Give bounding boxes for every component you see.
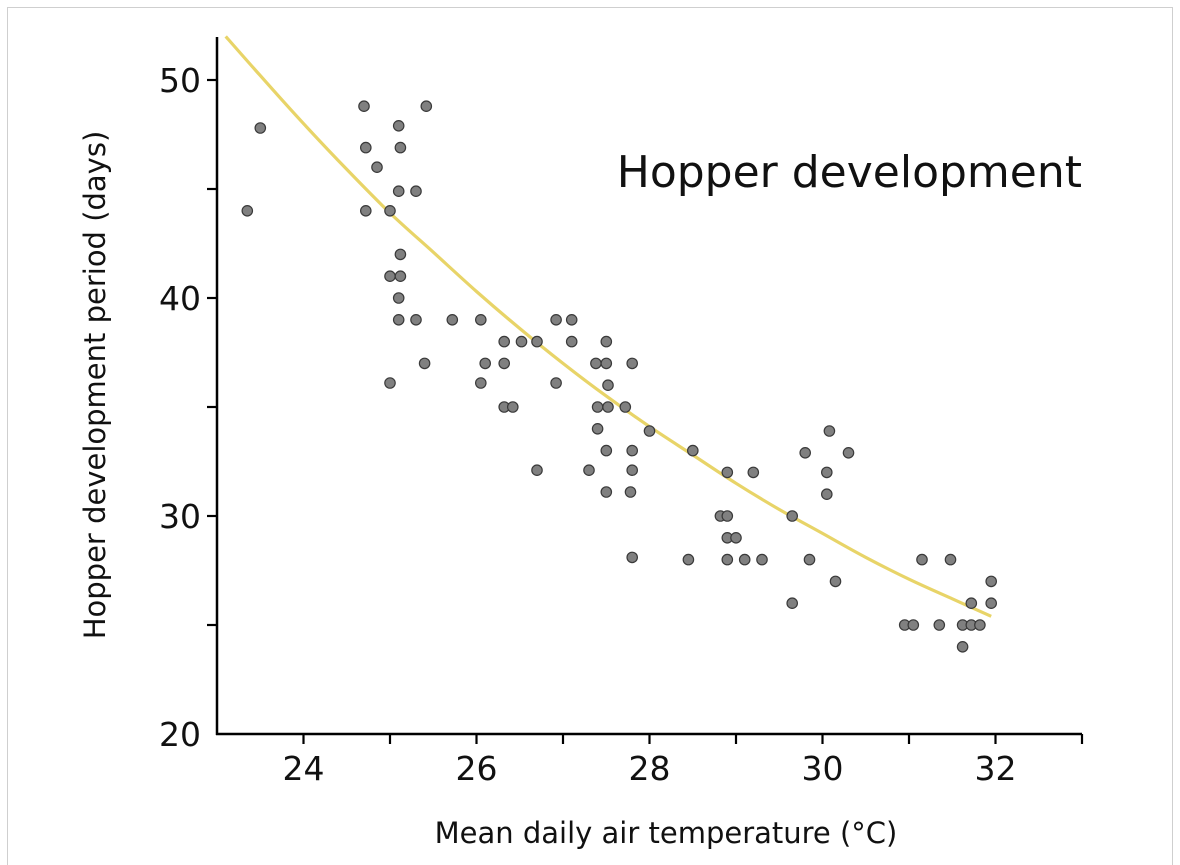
data-point bbox=[410, 313, 422, 326]
data-point bbox=[985, 597, 997, 609]
data-point bbox=[384, 205, 396, 217]
data-point bbox=[358, 100, 370, 112]
data-point bbox=[371, 161, 383, 173]
data-point bbox=[392, 185, 405, 197]
x-axis-title: Mean daily air temperature (°C) bbox=[435, 816, 898, 850]
data-point bbox=[786, 597, 798, 609]
data-point bbox=[974, 619, 986, 631]
data-point bbox=[550, 377, 562, 389]
data-point bbox=[590, 357, 602, 370]
data-point bbox=[600, 486, 613, 498]
y-tick-label: 40 bbox=[159, 279, 201, 318]
data-point bbox=[550, 313, 562, 326]
data-point bbox=[498, 335, 510, 348]
trend-line bbox=[224, 35, 992, 618]
data-point bbox=[515, 335, 528, 348]
data-point bbox=[738, 553, 751, 566]
data-point bbox=[721, 466, 734, 479]
data-point bbox=[359, 205, 372, 217]
x-axis-ticks: 24 26 28 30 32 bbox=[283, 734, 1084, 788]
data-point bbox=[721, 510, 734, 522]
data-point bbox=[410, 185, 422, 197]
data-point bbox=[479, 357, 491, 370]
data-point bbox=[241, 205, 254, 217]
data-point bbox=[565, 335, 578, 348]
data-point bbox=[506, 401, 519, 413]
data-point bbox=[626, 357, 638, 370]
data-point bbox=[747, 466, 760, 479]
data-point bbox=[583, 464, 595, 476]
chart-frame bbox=[7, 7, 1173, 865]
x-tick-label: 28 bbox=[629, 749, 671, 788]
data-point bbox=[602, 379, 614, 391]
data-point bbox=[602, 401, 614, 413]
data-point bbox=[384, 270, 396, 282]
data-point bbox=[985, 575, 997, 588]
data-point bbox=[600, 357, 613, 370]
data-point bbox=[820, 488, 833, 500]
data-point bbox=[531, 335, 543, 348]
data-point bbox=[392, 292, 405, 304]
data-point bbox=[394, 141, 407, 154]
data-point bbox=[600, 335, 613, 348]
y-tick-label: 30 bbox=[159, 497, 201, 536]
x-tick-label: 26 bbox=[456, 749, 498, 788]
data-point bbox=[474, 377, 487, 389]
data-point bbox=[619, 401, 632, 413]
data-point bbox=[384, 377, 396, 389]
x-tick-label: 30 bbox=[802, 749, 844, 788]
chart-title: Hopper development bbox=[617, 147, 1082, 198]
data-point bbox=[591, 422, 604, 435]
data-point bbox=[591, 401, 604, 413]
data-point bbox=[820, 466, 833, 479]
data-point bbox=[394, 248, 407, 261]
data-point bbox=[531, 464, 543, 476]
data-point bbox=[624, 486, 637, 498]
data-point bbox=[600, 444, 613, 457]
data-point bbox=[254, 122, 267, 134]
y-tick-label: 20 bbox=[159, 715, 201, 754]
data-points bbox=[241, 100, 997, 653]
data-point bbox=[965, 597, 978, 609]
data-point bbox=[682, 553, 695, 566]
data-point bbox=[474, 313, 487, 326]
data-point bbox=[392, 313, 405, 326]
data-point bbox=[686, 444, 699, 457]
x-tick-label: 32 bbox=[975, 749, 1017, 788]
data-point bbox=[799, 446, 811, 459]
y-tick-label: 50 bbox=[159, 61, 201, 100]
data-point bbox=[916, 553, 928, 566]
data-point bbox=[944, 553, 957, 566]
y-axis-ticks: 20 30 40 50 bbox=[159, 61, 217, 754]
x-tick-label: 24 bbox=[283, 749, 325, 788]
data-point bbox=[626, 444, 638, 457]
y-axis-title: Hopper development period (days) bbox=[78, 131, 112, 640]
data-point bbox=[803, 553, 816, 566]
data-point bbox=[394, 270, 407, 282]
data-point bbox=[359, 141, 372, 154]
data-point bbox=[565, 313, 578, 326]
data-point bbox=[786, 510, 798, 522]
axes bbox=[215, 37, 1082, 736]
data-point bbox=[446, 313, 459, 326]
data-point bbox=[823, 425, 836, 437]
data-point bbox=[643, 425, 656, 437]
data-point bbox=[956, 640, 969, 653]
data-point bbox=[842, 446, 855, 459]
data-point bbox=[933, 619, 946, 631]
data-point bbox=[420, 100, 433, 112]
data-point bbox=[829, 575, 842, 588]
data-point bbox=[721, 553, 734, 566]
data-point bbox=[626, 464, 638, 476]
data-point bbox=[626, 551, 638, 564]
data-point bbox=[730, 531, 742, 544]
data-point bbox=[756, 553, 768, 566]
data-point bbox=[907, 619, 920, 631]
data-point bbox=[418, 357, 431, 370]
data-point bbox=[498, 357, 510, 370]
data-point bbox=[392, 120, 405, 132]
